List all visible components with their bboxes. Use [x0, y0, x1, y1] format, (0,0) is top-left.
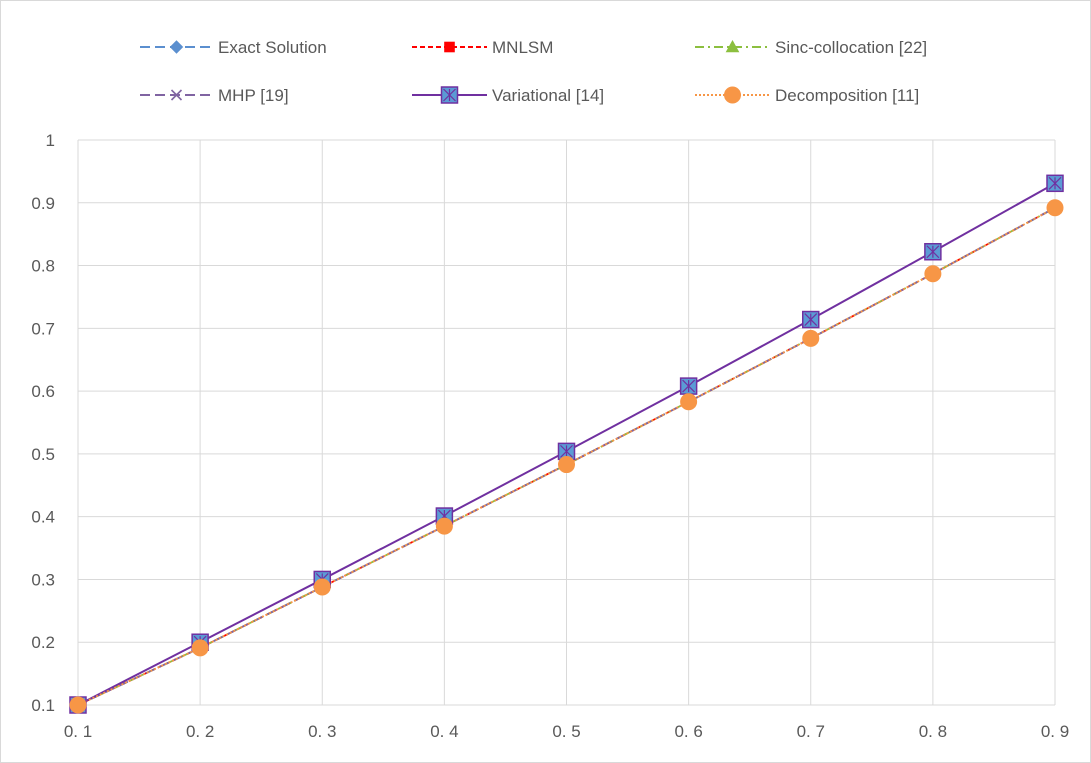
marker-decomposition-11 [1046, 199, 1064, 217]
x-tick-label: 0. 2 [186, 722, 214, 741]
y-tick-label: 0.9 [31, 194, 55, 213]
y-tick-label: 0.2 [31, 633, 55, 652]
x-tick-label: 0. 5 [552, 722, 580, 741]
x-tick-label: 0. 9 [1041, 722, 1069, 741]
y-tick-label: 0.8 [31, 257, 55, 276]
legend: Exact Solution MNLSM Sinc-collocation [22]… [140, 38, 927, 105]
legend-label: Exact Solution [218, 38, 327, 57]
legend-marker-variational-14 [440, 86, 459, 104]
y-axis-ticks: 0.1 0.2 0.3 0.4 0.5 0.6 0.7 0.8 0.9 1 [31, 131, 55, 715]
y-tick-label: 0.3 [31, 570, 55, 589]
legend-label: MHP [19] [218, 86, 289, 105]
y-tick-label: 0.5 [31, 445, 55, 464]
gridlines [77, 139, 1056, 706]
marker-variational-14 [557, 442, 576, 461]
legend-label: Sinc-collocation [22] [775, 38, 927, 57]
marker-variational-14 [924, 242, 942, 261]
marker-decomposition-11 [313, 578, 331, 596]
x-tick-label: 0. 3 [308, 722, 336, 741]
y-tick-label: 0.4 [31, 508, 55, 527]
legend-label: Decomposition [11] [775, 86, 919, 105]
legend-marker-exact-solution [169, 40, 184, 54]
legend-item-mnlsm: MNLSM [412, 38, 553, 57]
y-tick-label: 0.6 [31, 382, 55, 401]
marker-variational-14 [679, 377, 698, 395]
x-axis-ticks: 0. 1 0. 2 0. 3 0. 4 0. 5 0. 6 0. 7 0. 8 0. 9 [64, 722, 1069, 741]
x-tick-label: 0. 8 [919, 722, 947, 741]
legend-label: MNLSM [492, 38, 553, 57]
marker-decomposition-11 [802, 329, 820, 347]
marker-decomposition-11 [924, 265, 942, 283]
marker-decomposition-11 [680, 393, 698, 411]
legend-item-exact-solution: Exact Solution [140, 38, 327, 57]
marker-decomposition-11 [69, 696, 87, 714]
y-tick-label: 1 [46, 131, 55, 150]
legend-label: Variational [14] [492, 86, 604, 105]
legend-item-mhp-19: MHP [19] [140, 86, 289, 105]
legend-item-variational-14: Variational [14] [412, 86, 604, 105]
y-tick-label: 0.1 [31, 696, 55, 715]
legend-marker-sinc-collocation-22 [725, 39, 740, 53]
x-tick-label: 0. 1 [64, 722, 92, 741]
legend-marker-decomposition-11 [724, 86, 741, 104]
legend-item-decomposition-11: Decomposition [11] [695, 86, 919, 105]
marker-decomposition-11 [435, 517, 453, 535]
series-markers [69, 174, 1064, 714]
x-tick-label: 0. 7 [797, 722, 825, 741]
x-tick-label: 0. 4 [430, 722, 458, 741]
y-tick-label: 0.7 [31, 319, 55, 338]
marker-variational-14 [1046, 174, 1064, 193]
x-tick-label: 0. 6 [674, 722, 702, 741]
marker-variational-14 [802, 310, 820, 329]
marker-decomposition-11 [558, 456, 575, 474]
marker-decomposition-11 [191, 639, 209, 657]
legend-item-sinc-collocation-22: Sinc-collocation [22] [695, 38, 927, 57]
legend-marker-mhp-19 [170, 89, 183, 101]
legend-marker-mnlsm [444, 41, 455, 53]
